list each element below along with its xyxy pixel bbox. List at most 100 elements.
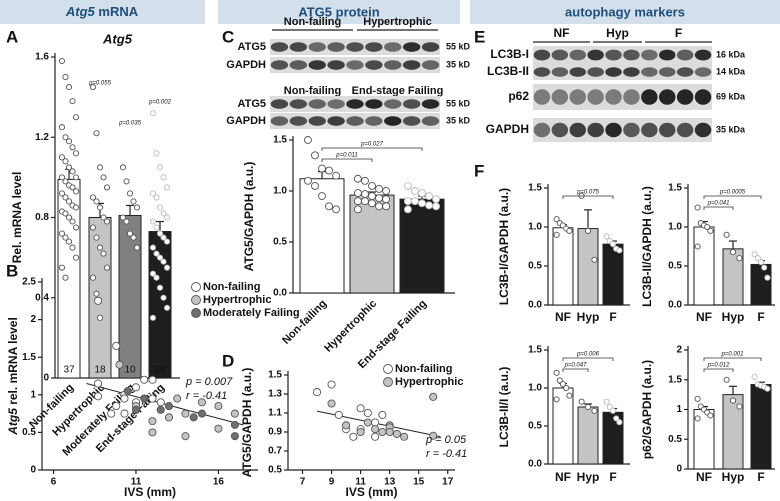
blot-band: [533, 67, 551, 77]
bar: [750, 384, 772, 470]
blot-band: [327, 60, 345, 70]
blot-band: [421, 42, 440, 52]
blot-label: GAPDH: [486, 122, 529, 136]
data-point: [119, 164, 127, 171]
y-axis-label-text: LC3B-I/GAPDH (a.u.): [497, 188, 511, 305]
y-axis-label: LC3B-I/GAPDH (a.u.): [497, 188, 511, 305]
data-point: [382, 202, 391, 211]
x-tick-label: F: [757, 470, 764, 484]
x-tick-label: NF: [555, 310, 571, 324]
blot-label: ATG5: [237, 41, 266, 53]
data-point: [149, 190, 157, 197]
data-point: [353, 205, 362, 214]
data-point: [103, 264, 111, 271]
annotation: r = -0.41: [186, 390, 227, 402]
blot-band: [641, 89, 658, 105]
y-axis-label-italic: Atg5: [6, 408, 20, 436]
y-axis-label-text: p62/GAPDH (a.u.): [640, 360, 654, 459]
data-point: [94, 379, 103, 388]
data-point: [153, 250, 160, 257]
n-label: 37: [63, 365, 75, 376]
data-point: [58, 124, 66, 131]
blot-band: [587, 67, 604, 77]
p-value: p=0.011: [335, 153, 357, 159]
blot-band: [384, 99, 402, 109]
panel-letter: D: [222, 351, 234, 370]
data-point: [72, 114, 80, 121]
blot-band: [365, 99, 383, 109]
data-point: [94, 296, 103, 305]
x-axis-label: IVS (mm): [345, 485, 397, 499]
data-point: [149, 244, 157, 251]
blot-band: [623, 67, 640, 77]
y-tick-label: 0.7: [268, 446, 282, 457]
data-point: [356, 404, 365, 413]
data-point: [707, 227, 714, 234]
data-point: [65, 164, 73, 171]
data-point: [120, 409, 129, 418]
legend-label: Non-failing: [203, 281, 260, 293]
y-tick-label: 1.5: [528, 345, 542, 356]
data-point: [584, 403, 592, 411]
significance-bracket: [562, 357, 614, 361]
data-point: [62, 234, 69, 241]
p-value: p=0.055: [88, 81, 112, 87]
y-tick-label: 1.0: [668, 222, 682, 233]
data-point: [149, 110, 157, 117]
data-point: [62, 158, 69, 165]
x-tick-label: NF: [696, 470, 712, 484]
data-point: [318, 164, 326, 173]
blot-band: [346, 42, 364, 52]
data-point: [382, 187, 391, 195]
data-point: [133, 244, 141, 251]
data-point: [72, 188, 80, 195]
significance-bracket: [321, 147, 423, 151]
n-label: 26: [154, 365, 166, 376]
header-italic: Atg5: [65, 4, 96, 19]
y-tick-label: 1.5: [268, 370, 282, 381]
y-tick-label: 0.9: [268, 427, 282, 438]
data-point: [197, 398, 206, 407]
legend-label: Hypertrophic: [203, 294, 271, 306]
data-point: [153, 150, 160, 157]
data-point: [375, 185, 383, 193]
data-point: [89, 194, 97, 201]
blot-label: LC3B-II: [487, 64, 529, 78]
p-value: p=0.041: [707, 201, 730, 207]
blot-band: [421, 116, 440, 126]
blot-group-label: F: [675, 26, 682, 40]
data-point: [361, 197, 369, 206]
bar: [693, 226, 715, 306]
data-point: [131, 405, 141, 414]
blot-band: [327, 99, 345, 109]
data-point: [613, 415, 620, 422]
y-tick-label: 1: [30, 389, 36, 400]
blot-band: [659, 49, 676, 61]
blot-band: [308, 42, 326, 52]
y-tick-label: 0.8: [35, 212, 49, 223]
x-tick-label: 9: [329, 477, 335, 488]
blot-band: [587, 122, 604, 138]
blot-band: [623, 122, 640, 138]
annotation: p = 0.007: [185, 376, 233, 388]
data-point: [327, 399, 336, 408]
bar: [399, 198, 445, 294]
p-value: p=0.002: [148, 100, 172, 106]
y-axis-label-text: LC3B-II/I (a.u.): [497, 367, 511, 448]
data-point: [156, 230, 164, 237]
data-point: [704, 223, 711, 231]
data-point: [58, 264, 66, 271]
data-point: [723, 231, 730, 238]
blot-band: [270, 60, 289, 70]
p-value: p=0.006: [576, 352, 600, 358]
y-tick-label: 0.0: [668, 300, 682, 311]
blot-band: [402, 99, 421, 109]
significance-bracket: [321, 158, 373, 162]
p-value: p=0.075: [576, 190, 600, 196]
x-tick-label: Hyp: [722, 470, 745, 484]
data-point: [363, 408, 372, 418]
blot-label: GAPDH: [226, 59, 266, 71]
data-point: [368, 181, 376, 190]
data-point: [230, 420, 239, 429]
y-tick-label: 0.5: [268, 465, 282, 476]
